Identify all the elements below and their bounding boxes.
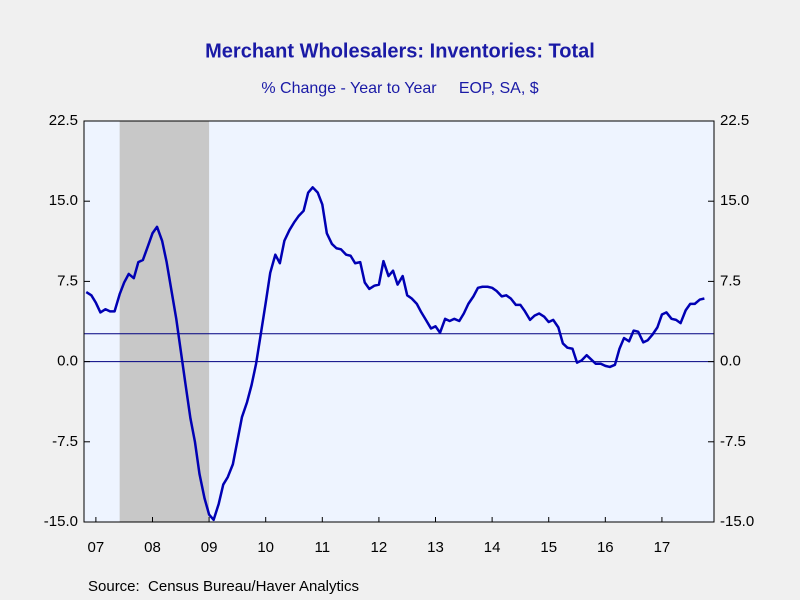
y-tick-label: 15.0 <box>49 192 78 209</box>
x-tick-label: 14 <box>484 539 501 556</box>
x-tick-label: 16 <box>597 539 614 556</box>
y-tick-label: 7.5 <box>57 272 78 289</box>
y-tick-label: -7.5 <box>52 433 78 450</box>
x-tick-label: 13 <box>427 539 444 556</box>
y-tick-label: 22.5 <box>49 112 78 129</box>
y-tick-label: -15.0 <box>44 513 78 530</box>
x-tick-label: 15 <box>540 539 557 556</box>
chart-subtitle: % Change - Year to Year EOP, SA, $ <box>261 80 538 97</box>
chart-title: Merchant Wholesalers: Inventories: Total <box>205 40 595 62</box>
y2-tick-label: 15.0 <box>720 192 749 209</box>
x-tick-label: 07 <box>88 539 105 556</box>
y2-tick-label: -7.5 <box>720 433 746 450</box>
y-tick-label: 0.0 <box>57 353 78 370</box>
recession-band <box>119 121 210 522</box>
x-tick-label: 10 <box>257 539 274 556</box>
x-tick-label: 09 <box>201 539 218 556</box>
y2-tick-label: 7.5 <box>720 272 741 289</box>
x-tick-label: 12 <box>371 539 388 556</box>
plot-frame <box>83 120 715 523</box>
y2-tick-label: -15.0 <box>720 513 754 530</box>
x-tick-label: 11 <box>315 539 331 556</box>
data-line <box>85 186 705 522</box>
y2-tick-label: 22.5 <box>720 112 749 129</box>
source-note: Source: Census Bureau/Haver Analytics <box>88 578 359 595</box>
x-tick-label: 17 <box>654 539 671 556</box>
x-tick-label: 08 <box>144 539 161 556</box>
y2-tick-label: 0.0 <box>720 353 741 370</box>
